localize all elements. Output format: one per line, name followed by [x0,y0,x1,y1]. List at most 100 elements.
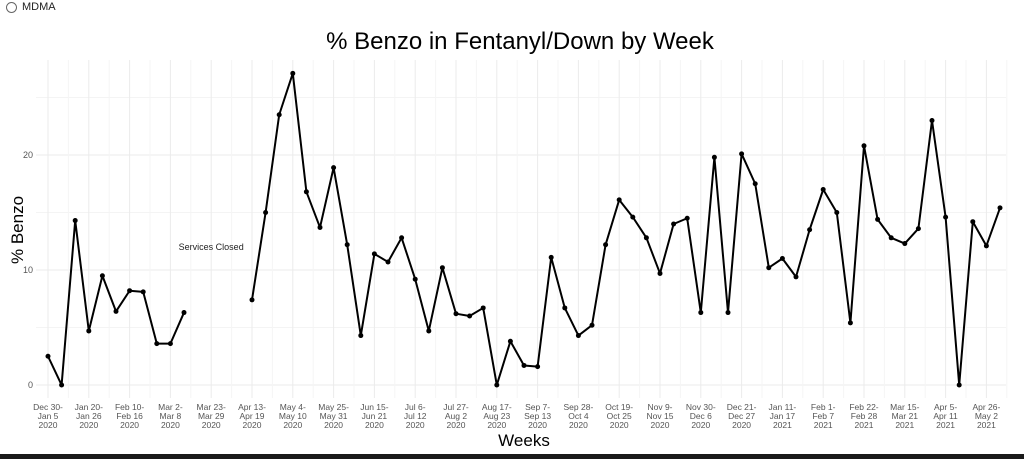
data-point [344,242,350,248]
x-tick-label-line: Sep 28- [564,402,594,412]
data-point [915,226,921,232]
x-tick-label-line: 2020 [569,420,588,430]
x-tick-label-line: Feb 1- [811,402,836,412]
x-tick-label: Mar 15-Mar 21 2021 [890,402,919,430]
x-tick-label-line: Mar 23- [197,402,226,412]
data-point [127,288,133,294]
radio-circle-icon[interactable] [6,2,17,13]
x-tick-label-line: 2020 [120,420,139,430]
data-point [820,187,826,192]
x-tick-label-line: Oct 25 [607,411,632,421]
x-tick-label-line: Oct 4 [568,411,589,421]
x-tick-label-line: 2020 [283,420,302,430]
data-point [317,224,323,230]
x-tick-label-line: Dec 27 [728,411,755,421]
data-point [970,219,976,225]
x-tick-label-line: Mar 8 [160,411,182,421]
data-point [263,210,269,215]
series-line-segment [251,72,1001,386]
x-tick-label-line: 2020 [447,420,466,430]
y-ticks: 0 10 20 [23,150,33,390]
data-point [861,143,867,149]
x-tick-label-line: Apr 26- [972,402,1000,412]
x-tick-label: Feb 22-Feb 28 2021 [849,402,878,430]
x-tick-label: Feb 1-Feb 7 2021 [811,402,836,430]
x-tick-label: Sep 28-Oct 4 2020 [564,402,594,430]
x-tick-label-line: May 25- [318,402,349,412]
x-tick-label-line: 2020 [487,420,506,430]
x-tick-label: Apr 13-Apr 19 2020 [238,402,266,430]
data-point [671,221,677,227]
data-point [630,214,636,220]
data-point [684,215,690,221]
x-tick-label-line: Oct 19- [605,402,633,412]
x-tick-label-line: Dec 21- [727,402,757,412]
data-point [603,242,609,248]
x-tick-label-line: 2020 [651,420,670,430]
x-tick-label-line: Jul 27- [443,402,469,412]
x-tick-label-line: Feb 7 [812,411,834,421]
data-point [956,382,962,388]
gridlines [36,60,1008,398]
data-point [45,353,51,359]
data-point [439,265,445,271]
x-tick-label-line: Sep 7- [525,402,550,412]
x-tick-label-line: 2020 [610,420,629,430]
x-axis-label: Weeks [498,431,550,450]
data-point [507,338,513,344]
x-tick-label-line: 2021 [895,420,914,430]
x-tick-label-line: Nov 9- [647,402,672,412]
data-point [426,328,432,334]
mdma-radio[interactable]: MDMA [6,1,56,14]
x-tick-label-line: 2020 [406,420,425,430]
chart-title: % Benzo in Fentanyl/Down by Week [326,28,715,55]
x-tick-label: Dec 30-Jan 5 2020 [33,402,63,430]
y-axis-label: % Benzo [8,196,27,264]
x-tick-label-line: May 4- [280,402,306,412]
data-point [575,333,581,339]
data-point [303,189,309,195]
x-tick-label-line: Apr 19 [239,411,264,421]
x-tick-label: Apr 5-Apr 11 2021 [933,402,958,430]
x-tick-label-line: Jan 5 [38,411,59,421]
x-tick-label: Jan 11-Jan 17 2021 [769,402,797,430]
data-point [276,112,282,118]
x-tick-label-line: Jan 11- [769,402,797,412]
x-tick-label-line: 2020 [691,420,710,430]
data-point [548,254,554,260]
data-point [793,274,799,280]
x-tick-label-line: Feb 16 [116,411,143,421]
data-point [997,205,1003,211]
x-tick-label-line: 2020 [243,420,262,430]
data-point [807,227,813,233]
data-point [167,341,173,347]
x-tick-label-line: Feb 28 [851,411,878,421]
data-point [72,218,78,224]
data-point [59,382,65,388]
data-point [358,333,364,339]
mdma-radio-label: MDMA [22,1,56,13]
data-point [181,310,187,316]
x-tick-label: Jun 15-Jun 21 2020 [360,402,389,430]
x-tick-label: May 25-May 31 2020 [318,402,349,430]
x-tick-label-line: 2020 [324,420,343,430]
x-tick-label-line: Jun 15- [360,402,389,412]
x-tick-label: Mar 2-Mar 8 2020 [158,402,183,430]
data-point [399,235,405,241]
x-tick-label-line: Aug 2 [445,411,467,421]
x-tick-label: Nov 9-Nov 15 2020 [647,402,674,430]
data-point [453,311,459,317]
x-tick-label-line: Jul 6- [405,402,426,412]
x-tick-label: Oct 19-Oct 25 2020 [605,402,633,430]
x-tick-label-line: Nov 15 [647,411,674,421]
x-tick-label: Mar 23-Mar 29 2020 [197,402,226,430]
x-tick-label-line: 2021 [773,420,792,430]
data-point [943,214,949,220]
data-point [113,308,119,314]
data-point [535,364,541,370]
x-tick-label-line: Mar 21 [892,411,919,421]
y-tick-label: 10 [23,265,33,275]
x-tick-label-line: Mar 29 [198,411,225,421]
